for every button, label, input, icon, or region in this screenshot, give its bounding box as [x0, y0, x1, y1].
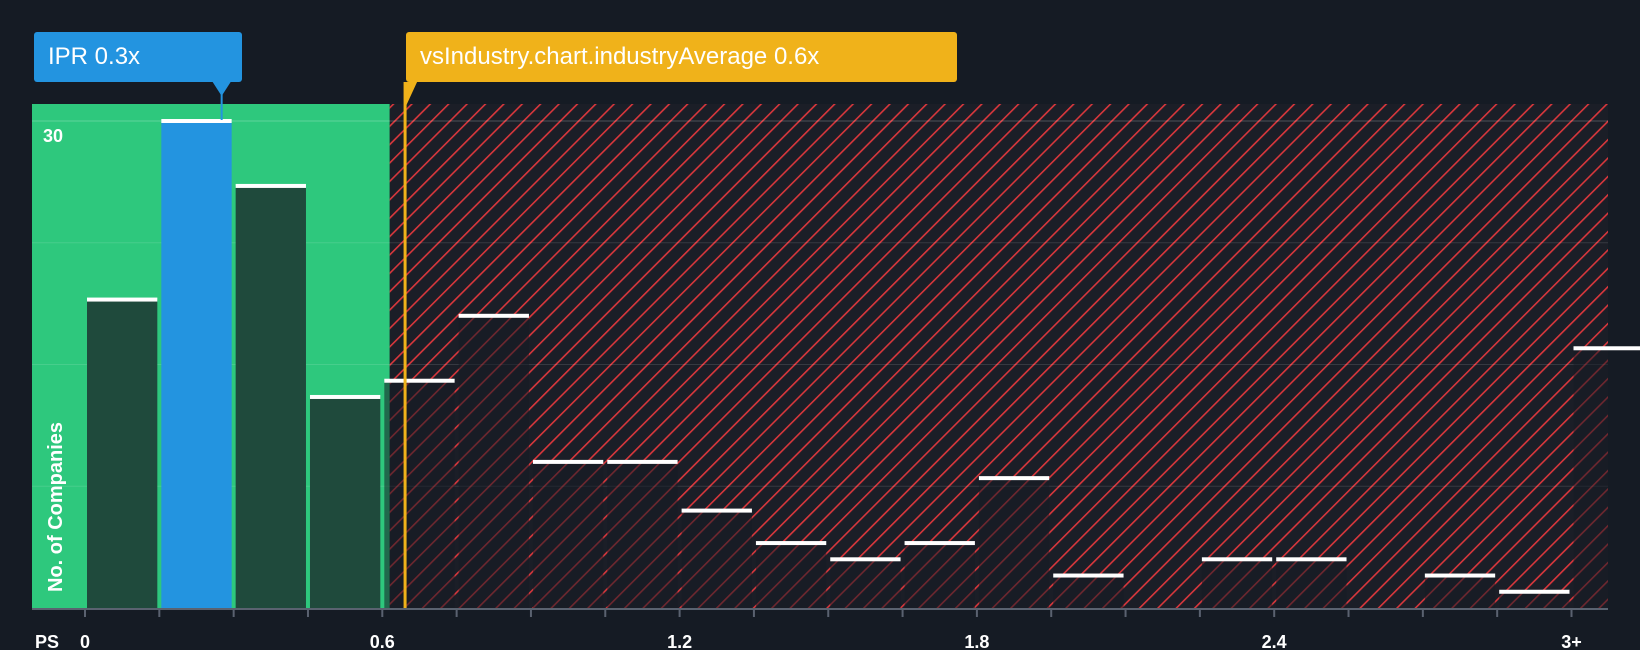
- bar-cap: [1499, 589, 1570, 594]
- bars: [87, 121, 1640, 608]
- company-ps-callout: IPR 0.3x: [34, 32, 242, 82]
- bar-cap: [458, 313, 529, 318]
- histogram-bar: [309, 396, 381, 608]
- bar-cap: [87, 297, 158, 302]
- x-tick-label: 0.6: [370, 632, 395, 650]
- bar-caps: [87, 119, 1640, 594]
- bar-cap: [1276, 557, 1347, 562]
- bar-cap: [607, 459, 678, 464]
- bar-cap: [1573, 346, 1640, 351]
- bar-cap: [830, 557, 901, 562]
- bar-cap: [755, 541, 827, 546]
- company-ps-label: IPR 0.3x: [48, 43, 141, 70]
- x-tick-label: 2.4: [1262, 632, 1287, 650]
- x-tick-label: 1.8: [964, 632, 989, 650]
- histogram-bar: [1573, 348, 1640, 608]
- x-axis-label: PS: [35, 632, 59, 650]
- histogram-bar: [681, 510, 752, 608]
- x-tick-label: 0: [80, 632, 90, 650]
- bar-cap: [978, 476, 1050, 481]
- industry-average-label: vsIndustry.chart.industryAverage 0.6x: [420, 43, 820, 70]
- histogram-bar: [161, 121, 232, 608]
- bar-cap: [1424, 573, 1496, 578]
- histogram-bar: [607, 461, 678, 608]
- histogram-bar: [532, 461, 604, 608]
- x-tick-label: 3+: [1561, 632, 1582, 650]
- bar-cap: [1053, 573, 1124, 578]
- histogram-bar: [978, 478, 1050, 608]
- histogram-bar: [904, 543, 975, 608]
- x-axis-ticks: [84, 608, 1573, 617]
- industry-pointer: [404, 82, 418, 108]
- bar-cap: [384, 378, 455, 383]
- y-axis-label: No. of Companies: [45, 422, 67, 592]
- x-tick-labels: 0 0.6 1.2 1.8 2.4 3+: [80, 632, 1582, 650]
- histogram-bar: [755, 543, 827, 608]
- histogram-bar: [830, 559, 901, 608]
- histogram-bar: [235, 185, 306, 608]
- bar-cap: [532, 459, 604, 464]
- histogram-bar: [1053, 575, 1124, 608]
- y-tick-label: 30: [43, 126, 63, 146]
- company-pointer-tip: [212, 82, 231, 96]
- bar-cap: [904, 541, 975, 546]
- bar-cap: [309, 394, 381, 399]
- histogram-bar: [1424, 575, 1496, 608]
- bar-cap: [235, 183, 306, 188]
- histogram-bar: [1201, 559, 1273, 608]
- bar-cap: [161, 119, 232, 123]
- bar-cap: [1201, 557, 1273, 562]
- histogram-bar: [458, 315, 529, 608]
- histogram-bar: [1499, 591, 1570, 608]
- histogram-bar: [1276, 559, 1347, 608]
- industry-average-callout: vsIndustry.chart.industryAverage 0.6x: [406, 32, 957, 82]
- bar-cap: [681, 508, 752, 513]
- histogram-bar: [384, 380, 455, 608]
- x-tick-label: 1.2: [667, 632, 692, 650]
- histogram-bar: [87, 299, 158, 608]
